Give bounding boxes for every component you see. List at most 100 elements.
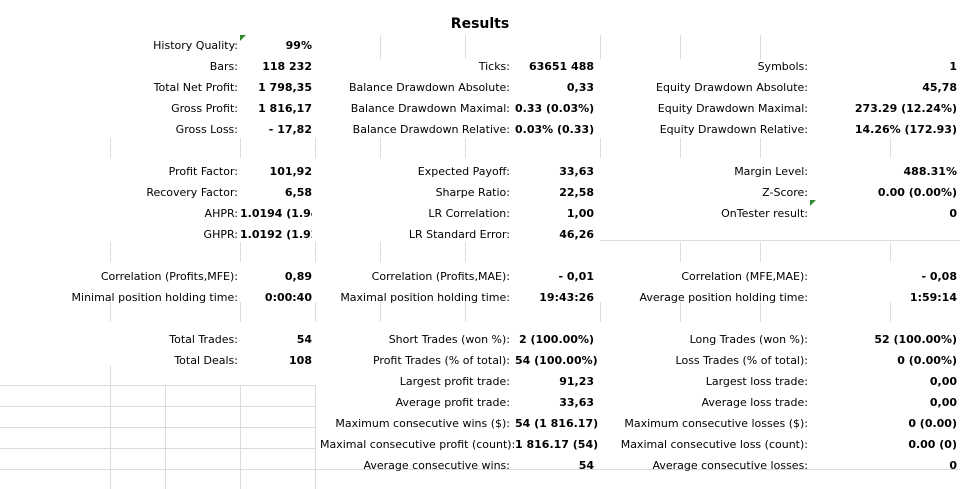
grid-line	[110, 242, 111, 262]
grid-line	[760, 138, 761, 158]
stat-value: 99%	[285, 39, 312, 52]
stat-label: Equity Drawdown Absolute:	[656, 81, 808, 94]
stat-value: 22,58	[559, 186, 594, 199]
grid-line	[380, 138, 381, 158]
grid-line	[315, 138, 316, 158]
grid-line	[890, 302, 891, 322]
table-row: Bars: 118 232 Ticks: 63651 488 Symbols: 1	[0, 56, 960, 77]
grid-line	[240, 138, 241, 158]
stat-label: LR Correlation:	[428, 207, 510, 220]
stat-label: Total Deals:	[174, 354, 238, 367]
stat-label: Average position holding time:	[639, 291, 808, 304]
stat-value: 0 (0.00)	[908, 417, 957, 430]
grid-line	[600, 138, 601, 158]
stat-value: 488.31%	[903, 165, 957, 178]
stat-value: 1 816.17 (54)	[515, 438, 599, 451]
report-title: Results	[450, 16, 510, 32]
stat-value: 1	[949, 60, 957, 73]
stat-label: Ticks:	[478, 60, 510, 73]
grid-line	[680, 302, 681, 322]
stat-value: 54	[578, 459, 594, 472]
table-row: AHPR:1.0194 (1.94%) LR Correlation: 1,00 On…	[0, 203, 960, 224]
stat-label: Largest profit trade:	[399, 375, 510, 388]
table-row: History Quality: 99%	[0, 35, 960, 56]
grid-line	[760, 35, 761, 59]
grid-line	[465, 302, 466, 322]
stat-value: 101,92	[269, 165, 312, 178]
stat-label: Average loss trade:	[701, 396, 808, 409]
grid-line	[240, 242, 241, 262]
stat-label: Balance Drawdown Absolute:	[348, 81, 510, 94]
grid-line	[680, 242, 681, 262]
stat-value: 19:43:26	[539, 291, 594, 304]
stat-label: Equity Drawdown Maximal:	[657, 102, 808, 115]
stat-value: 1,00	[566, 207, 594, 220]
stat-label: Maximum consecutive wins ($):	[335, 417, 510, 430]
stat-label: Correlation (Profits,MAE):	[371, 270, 510, 283]
stat-label: Bars:	[209, 60, 238, 73]
stat-label: Maximum consecutive losses ($):	[624, 417, 808, 430]
stat-label: Average consecutive wins:	[363, 459, 510, 472]
grid-line	[0, 448, 315, 449]
stat-value: - 17,82	[268, 123, 312, 136]
stat-label: Gross Profit:	[171, 102, 238, 115]
grid-line	[890, 138, 891, 158]
stat-label: Balance Drawdown Relative:	[352, 123, 510, 136]
stat-label: Maximal consecutive loss (count):	[620, 438, 808, 451]
table-row	[0, 245, 960, 266]
table-row: Maximal consecutive profit (count): 1 816…	[0, 434, 960, 455]
stat-value: 0:00:40	[264, 291, 312, 304]
stat-label: LR Standard Error:	[408, 228, 510, 241]
table-row: Maximum consecutive wins ($): 54 (1 816.1…	[0, 413, 960, 434]
stat-label: Average consecutive losses:	[652, 459, 808, 472]
stat-value: 52 (100.00%)	[874, 333, 957, 346]
stat-value: 0	[949, 207, 957, 220]
stat-label: AHPR:	[204, 207, 238, 220]
stat-value: 1 798,35	[258, 81, 312, 94]
table-row: Average profit trade: 33,63 Average loss t…	[0, 392, 960, 413]
stat-value: 54 (100.00%)	[515, 354, 598, 367]
stat-value: 1:59:14	[909, 291, 957, 304]
stat-label: Average profit trade:	[395, 396, 510, 409]
grid-line	[110, 365, 111, 489]
grid-line	[600, 35, 601, 59]
table-row: Correlation (Profits,MFE): 0,89 Correlatio…	[0, 266, 960, 287]
stat-label: Equity Drawdown Relative:	[659, 123, 808, 136]
grid-line	[890, 242, 891, 262]
grid-line	[680, 35, 681, 59]
stat-value: 1.0192 (1.92%)	[240, 228, 312, 241]
grid-line	[465, 35, 466, 59]
stat-label: OnTester result:	[721, 207, 808, 220]
stat-value: 54	[296, 333, 312, 346]
stat-value: 273.29 (12.24%)	[854, 102, 957, 115]
stat-value: 45,78	[922, 81, 957, 94]
stat-label: Short Trades (won %):	[388, 333, 510, 346]
stat-value: - 0,08	[921, 270, 957, 283]
stat-value: 6,58	[284, 186, 312, 199]
stat-value: 0,89	[284, 270, 312, 283]
table-row: Average consecutive wins: 54 Average conse…	[0, 455, 960, 476]
stat-label: Total Net Profit:	[153, 81, 238, 94]
stat-value: 0,00	[929, 396, 957, 409]
grid-line	[760, 242, 761, 262]
table-row: Total Deals: 108 Profit Trades (% of total…	[0, 350, 960, 371]
stat-label: Expected Payoff:	[417, 165, 510, 178]
stat-value: 0,33	[566, 81, 594, 94]
stat-value: 46,26	[559, 228, 594, 241]
stat-value: 0,00	[929, 375, 957, 388]
grid-line	[315, 302, 316, 322]
grid-line	[465, 242, 466, 262]
grid-line	[240, 385, 241, 489]
stat-value: 118 232	[262, 60, 312, 73]
cell-comment-indicator-icon	[810, 200, 816, 206]
stat-value: 0	[949, 459, 957, 472]
grid-line	[0, 406, 315, 407]
stat-label: Minimal position holding time:	[71, 291, 238, 304]
grid-line	[165, 385, 166, 489]
table-row: Gross Profit: 1 816,17 Balance Drawdown Ma…	[0, 98, 960, 119]
stat-label: Correlation (MFE,MAE):	[681, 270, 808, 283]
table-row: Profit Factor: 101,92 Expected Payoff: 33,6…	[0, 161, 960, 182]
grid-line	[0, 385, 315, 386]
grid-line	[760, 302, 761, 322]
grid-line	[465, 138, 466, 158]
